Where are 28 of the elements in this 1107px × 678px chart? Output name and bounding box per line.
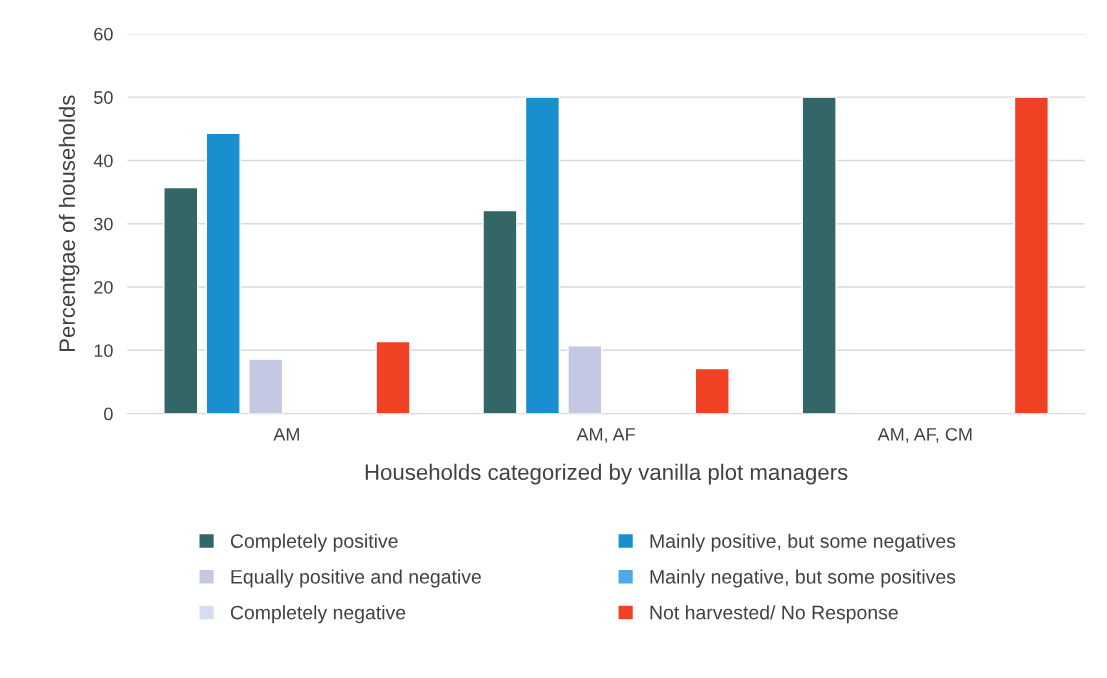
bar xyxy=(205,132,241,414)
x-tick-label: AM, AF xyxy=(576,428,635,443)
legend-label: Mainly positive, but some negatives xyxy=(650,533,956,552)
bar xyxy=(375,340,411,414)
y-tick-label: 40 xyxy=(93,154,113,168)
y-tick-label: 50 xyxy=(94,91,113,104)
legend-label: Completely negative xyxy=(230,605,406,624)
y-tick-label: 10 xyxy=(94,344,113,358)
bar xyxy=(482,209,518,414)
y-tick-label: 60 xyxy=(94,27,113,41)
bar xyxy=(163,186,199,414)
x-axis-title: Households categorized by vanilla plot managers xyxy=(365,463,848,485)
y-tick-label: 0 xyxy=(104,407,113,421)
y-tick-label: 30 xyxy=(94,217,113,231)
x-tick-label: AM, AF, CM xyxy=(877,427,972,443)
y-axis-title: Percentgae of households xyxy=(58,95,80,352)
legend-label: Not harvested/ No Response xyxy=(650,605,898,624)
legend-label: Equally positive and negative xyxy=(231,569,481,588)
bar xyxy=(801,96,837,414)
bar xyxy=(567,345,603,414)
bar xyxy=(524,96,561,414)
bar xyxy=(1013,96,1050,414)
legend-label: Completely positive xyxy=(230,533,398,552)
y-tick-label: 20 xyxy=(94,280,113,294)
bar xyxy=(248,358,284,414)
x-tick-label: AM xyxy=(273,428,299,441)
legend-label: Mainly negative, but some positives xyxy=(650,569,956,588)
bar xyxy=(694,367,730,414)
